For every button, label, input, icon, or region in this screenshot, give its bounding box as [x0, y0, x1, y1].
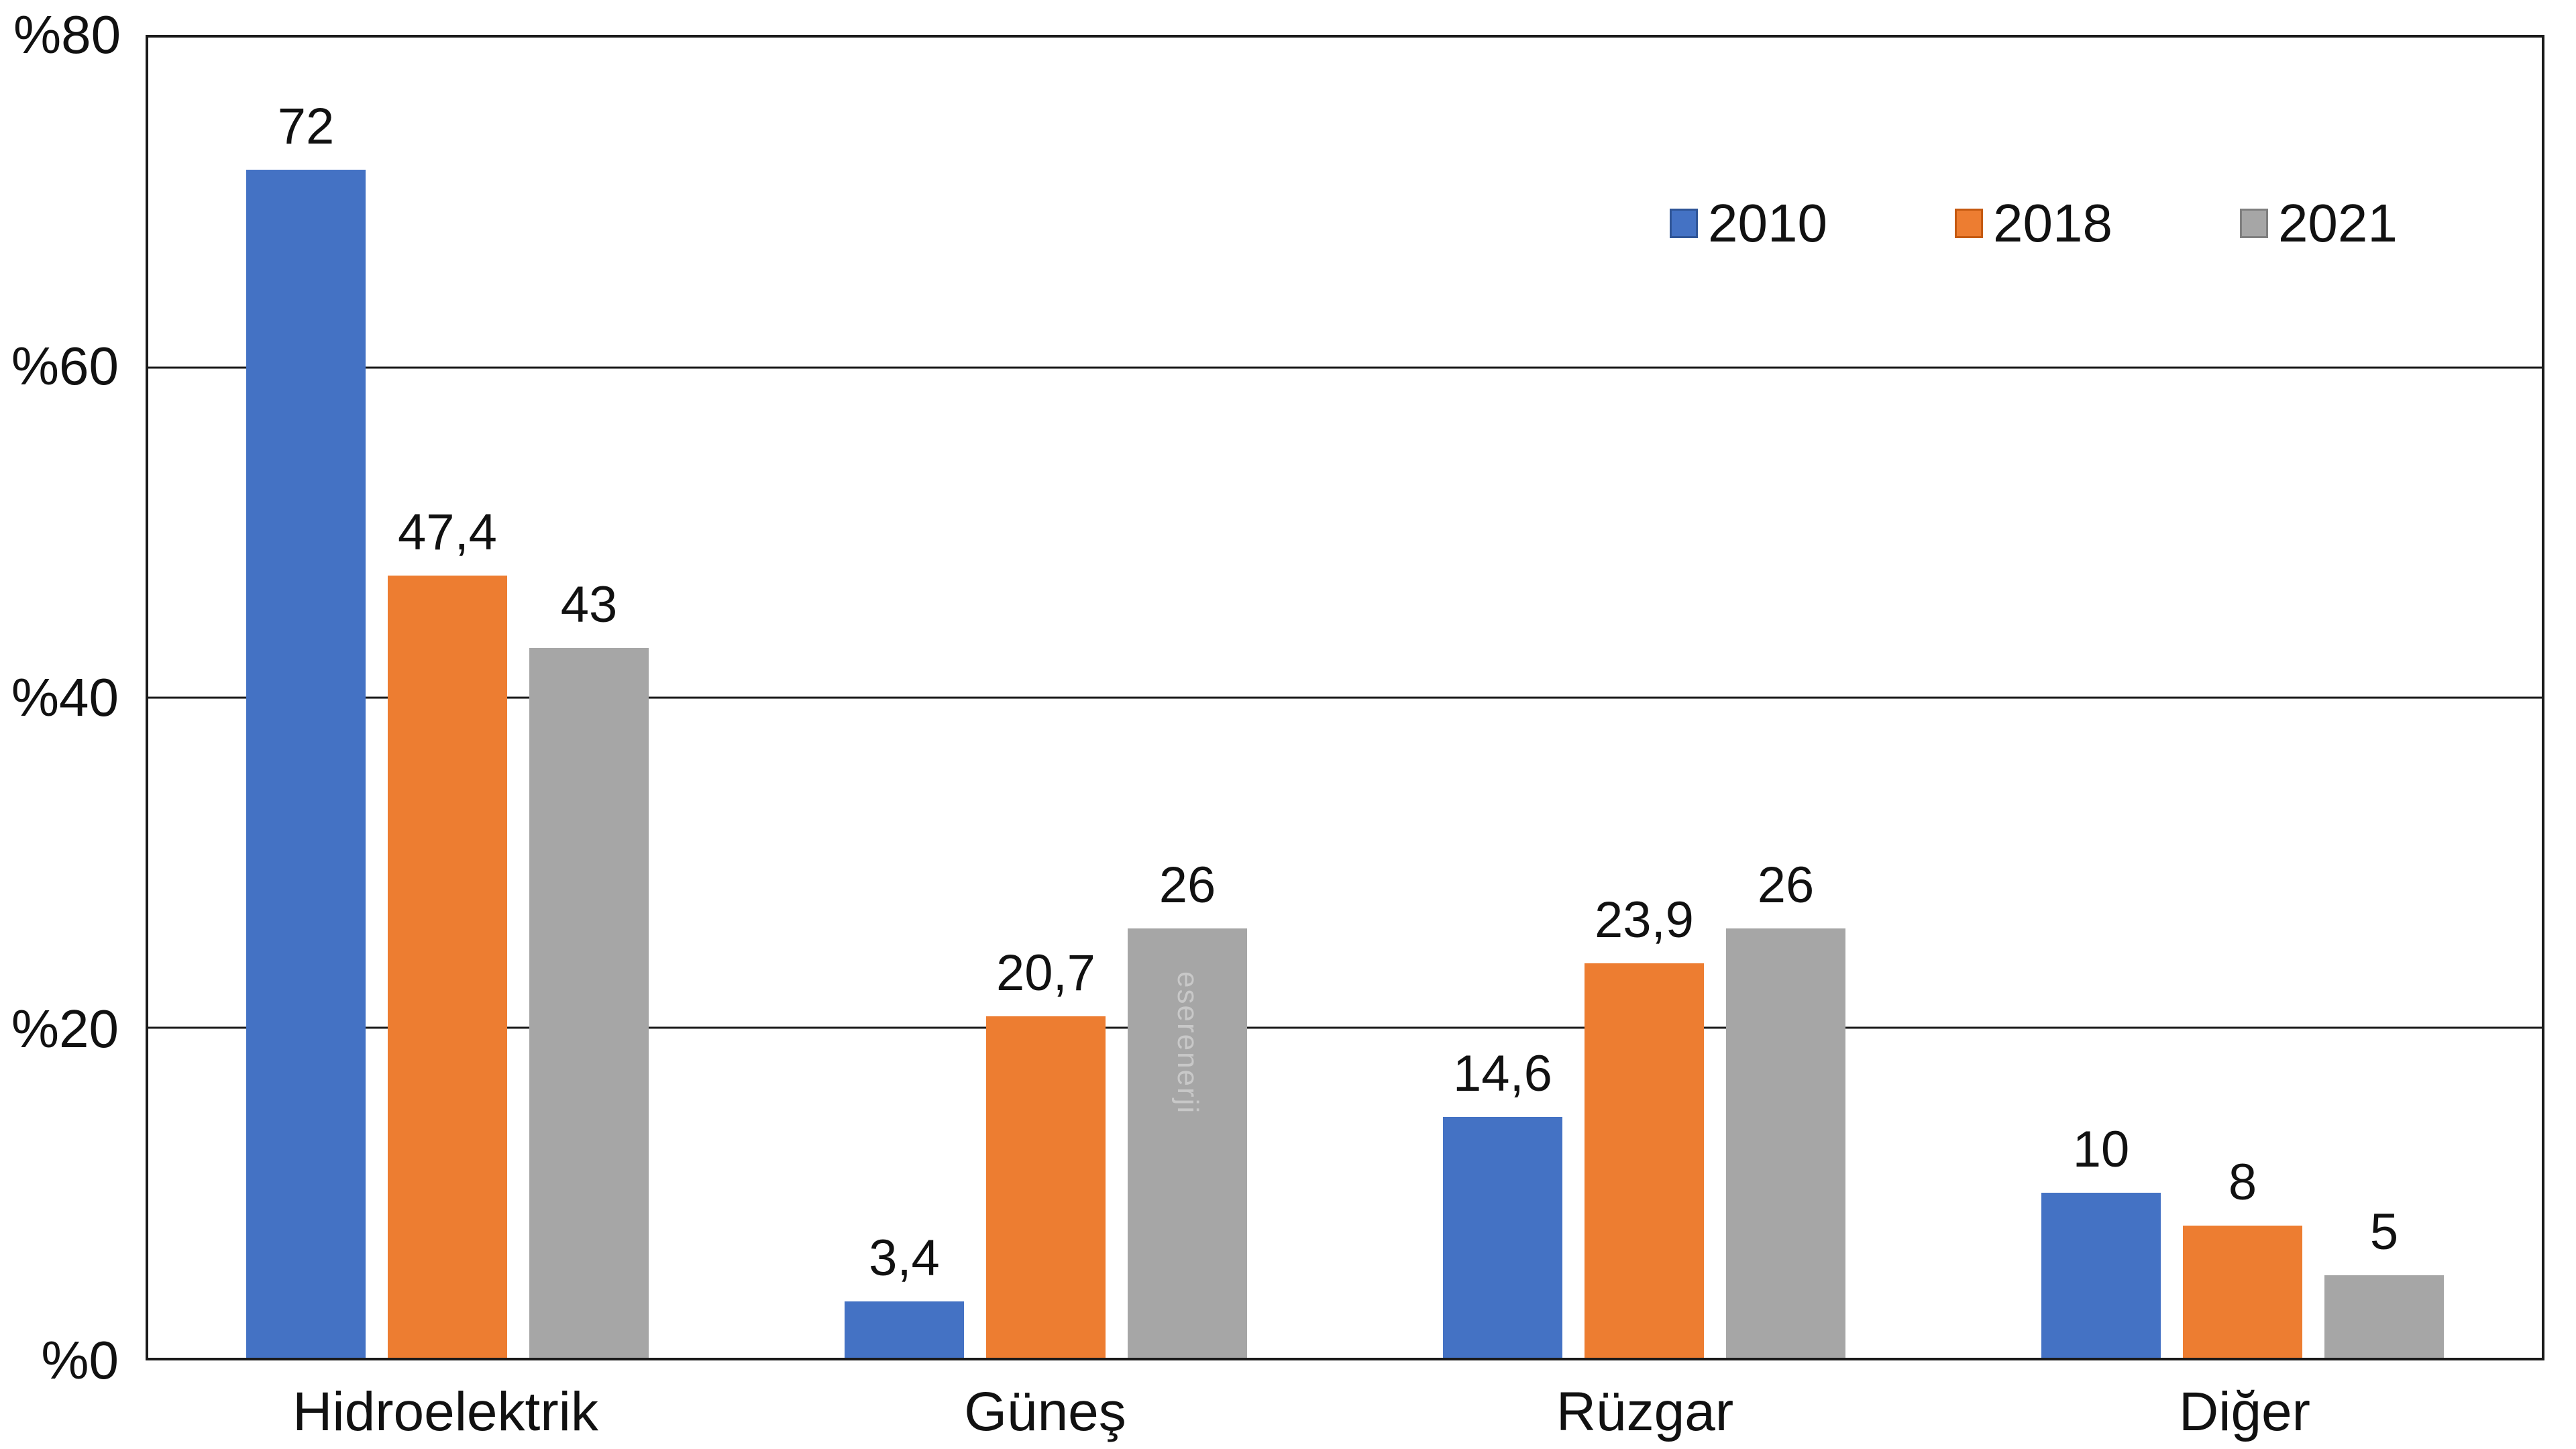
bar-2018-ruzgar: [1585, 963, 1704, 1358]
bar-2018-hidroelektrik: [388, 575, 507, 1358]
legend-swatch-2018: [1954, 209, 1983, 238]
bar-cell: 23,9: [1585, 38, 1704, 1358]
value-label: 3,4: [869, 1230, 940, 1287]
legend-swatch-2010: [1670, 209, 1698, 238]
legend: 2010 2018 2021: [1670, 197, 2398, 250]
category-label-hidroelektrik: Hidroelektrik: [292, 1381, 598, 1442]
bar-cell: 47,4: [388, 38, 507, 1358]
legend-item-2018: 2018: [1954, 193, 2112, 253]
bar-2010-gunes: [845, 1301, 964, 1358]
legend-item-2021: 2021: [2239, 193, 2398, 253]
value-label: 5: [2369, 1203, 2399, 1260]
value-label: 47,4: [398, 503, 497, 561]
bar-2018-gunes: [986, 1016, 1106, 1358]
value-label: 10: [2072, 1121, 2130, 1178]
legend-swatch-2021: [2239, 209, 2268, 238]
bar-cell: 26 eserenerji: [1128, 38, 1247, 1358]
gridline-20: [148, 1026, 2542, 1029]
x-axis-labels: Hidroelektrik Güneş Rüzgar Diğer: [146, 1381, 2544, 1444]
bar-groups: 72 47,4 43 3,4 20,7: [148, 38, 2542, 1358]
bar-2010-diger: [2041, 1193, 2161, 1358]
bar-cell: 10: [2041, 38, 2161, 1358]
value-label: 23,9: [1595, 892, 1694, 949]
gridline-40: [148, 696, 2542, 699]
value-label: 43: [560, 576, 618, 634]
y-tick-0: %0: [41, 1330, 119, 1390]
bar-2018-diger: [2183, 1226, 2302, 1358]
y-tick-60: %60: [11, 336, 119, 396]
bar-2021-diger: [2324, 1275, 2444, 1358]
bar-2010-ruzgar: [1443, 1116, 1562, 1358]
bar-2010-hidroelektrik: [246, 169, 366, 1358]
gridline-60: [148, 366, 2542, 369]
category-label-ruzgar: Rüzgar: [1556, 1381, 1734, 1442]
value-label: 72: [277, 97, 335, 155]
value-label: 8: [2228, 1154, 2257, 1212]
value-label: 26: [1757, 857, 1815, 914]
legend-label-2018: 2018: [1992, 193, 2112, 253]
group-gunes: 3,4 20,7 26 eserenerji: [747, 38, 1345, 1358]
y-tick-40: %40: [11, 667, 119, 727]
bar-cell: 72: [246, 38, 366, 1358]
watermark: eserenerji: [1171, 971, 1204, 1115]
legend-label-2021: 2021: [2277, 193, 2398, 253]
group-diger: 10 8 5: [1943, 38, 2542, 1358]
bar-2021-gunes: eserenerji: [1128, 928, 1247, 1358]
bar-cell: 26: [1726, 38, 1845, 1358]
y-tick-20: %20: [11, 999, 119, 1059]
value-label: 20,7: [996, 944, 1095, 1002]
bar-cell: 20,7: [986, 38, 1106, 1358]
bar-cell: 3,4: [845, 38, 964, 1358]
legend-label-2010: 2010: [1708, 193, 1827, 253]
category-label-diger: Diğer: [2179, 1381, 2310, 1442]
bar-cell: 8: [2183, 38, 2302, 1358]
bar-2021-ruzgar: [1726, 928, 1845, 1358]
bar-cell: 43: [529, 38, 649, 1358]
bar-cell: 5: [2324, 38, 2444, 1358]
bar-cell: 14,6: [1443, 38, 1562, 1358]
group-hidroelektrik: 72 47,4 43: [148, 38, 747, 1358]
category-label-gunes: Güneş: [964, 1381, 1126, 1442]
y-tick-80: %80: [13, 5, 121, 64]
plot-area: 2010 2018 2021 72 47,4: [146, 35, 2544, 1360]
value-label: 26: [1159, 857, 1216, 914]
group-ruzgar: 14,6 23,9 26: [1345, 38, 1943, 1358]
value-label: 14,6: [1453, 1044, 1552, 1102]
legend-item-2010: 2010: [1670, 197, 1827, 250]
bar-2021-hidroelektrik: [529, 648, 649, 1358]
